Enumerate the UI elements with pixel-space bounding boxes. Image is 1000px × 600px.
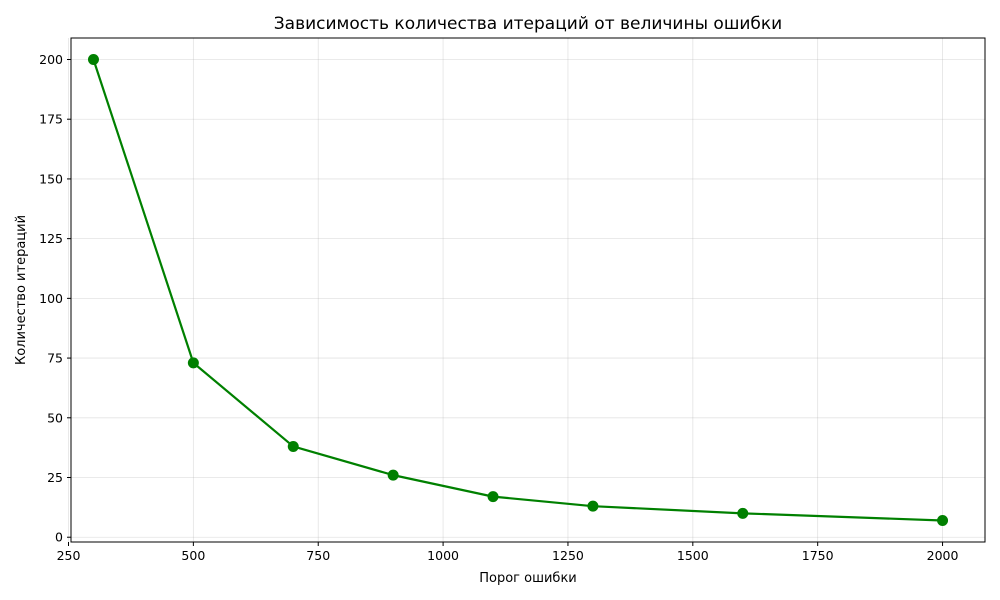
x-tick-label: 1250 (552, 548, 584, 563)
y-tick-label: 75 (47, 351, 63, 366)
x-tick-label: 750 (306, 548, 330, 563)
y-tick-label: 50 (47, 410, 63, 425)
x-tick-label: 1000 (427, 548, 459, 563)
plot-area-frame (70, 37, 986, 543)
grid-layer (68, 38, 985, 542)
data-point-marker (587, 500, 599, 512)
chart-title: Зависимость количества итераций от велич… (274, 14, 782, 34)
data-point-marker (737, 507, 749, 519)
x-tick-label: 1750 (802, 548, 834, 563)
x-tick-label: 500 (181, 548, 205, 563)
x-tick-label: 2000 (927, 548, 959, 563)
y-tick-label: 25 (47, 470, 63, 485)
x-tick-label: 1500 (677, 548, 709, 563)
y-tick-label: 100 (39, 291, 63, 306)
x-tick-label: 250 (57, 548, 81, 563)
series-line (92, 58, 944, 522)
data-point-marker (87, 53, 99, 65)
y-tick-label: 125 (39, 231, 63, 246)
y-tick-label: 175 (39, 112, 63, 127)
y-tick-label: 200 (39, 52, 63, 67)
data-point-marker (487, 491, 499, 503)
y-axis-label: Количество итераций (14, 215, 29, 365)
y-tick-label: 150 (39, 171, 63, 186)
data-point-marker (937, 515, 949, 527)
ticks-layer: 250 500 750 1000 1250 1500 1750 2000 0 25 50 75 100 1… (39, 52, 958, 563)
data-point-marker (387, 469, 399, 481)
x-axis-label: Порог ошибки (479, 571, 577, 586)
y-tick-label: 0 (55, 530, 63, 545)
series-layer (87, 53, 949, 527)
data-point-marker (287, 440, 299, 452)
data-point-marker (187, 357, 199, 369)
